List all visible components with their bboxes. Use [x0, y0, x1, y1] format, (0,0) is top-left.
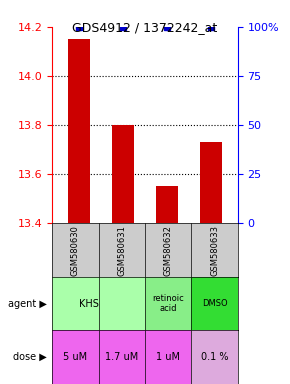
- Bar: [156, 187, 178, 223]
- Text: GSM580631: GSM580631: [117, 225, 126, 275]
- Text: GSM580632: GSM580632: [164, 225, 173, 275]
- Bar: [68, 39, 90, 223]
- Text: dose ▶: dose ▶: [13, 352, 46, 362]
- Text: 1.7 uM: 1.7 uM: [105, 352, 138, 362]
- Text: agent ▶: agent ▶: [8, 299, 46, 309]
- Text: 1 uM: 1 uM: [156, 352, 180, 362]
- Text: KHS101: KHS101: [79, 299, 118, 309]
- Bar: [112, 125, 134, 223]
- Bar: [200, 142, 222, 223]
- Text: DMSO: DMSO: [202, 299, 227, 308]
- Text: GSM580633: GSM580633: [210, 225, 219, 276]
- Text: 0.1 %: 0.1 %: [201, 352, 228, 362]
- Text: 5 uM: 5 uM: [63, 352, 88, 362]
- Text: retinoic
acid: retinoic acid: [152, 294, 184, 313]
- Text: GSM580630: GSM580630: [71, 225, 80, 275]
- Text: GDS4912 / 1372242_at: GDS4912 / 1372242_at: [72, 21, 218, 34]
